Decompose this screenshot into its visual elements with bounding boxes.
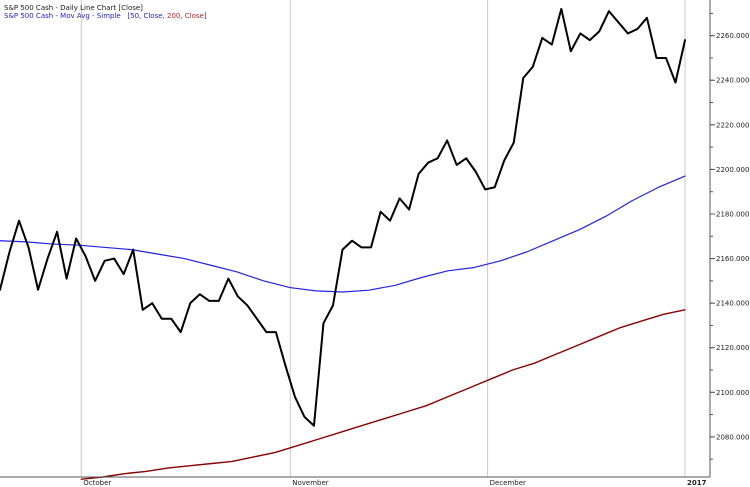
x-tick-label-december: December xyxy=(490,479,526,487)
y-tick-label: 2160.000 xyxy=(716,255,749,263)
y-tick-label: 2120.000 xyxy=(716,344,749,352)
ma50-series xyxy=(0,175,686,293)
ma200-series xyxy=(80,309,686,480)
legend-moving-average: S&P 500 Cash - Mov Avg - Simple [50, Clo… xyxy=(4,12,207,21)
x-axis-ticks: October November December 2017 xyxy=(83,479,706,487)
ma200-line xyxy=(80,309,686,480)
x-tick-label-november: November xyxy=(292,479,329,487)
y-tick-label: 2260.000 xyxy=(716,32,749,40)
plot-area-background xyxy=(0,0,710,477)
legend-ma-params-open: [50, Close, xyxy=(127,12,167,20)
grid-layer xyxy=(80,0,686,477)
y-tick-label: 2140.000 xyxy=(716,300,749,308)
ma50-line xyxy=(0,175,686,293)
y-tick-label: 2100.000 xyxy=(716,389,749,397)
x-tick-label-2017: 2017 xyxy=(687,479,707,487)
legend-price-label: S&P 500 Cash - Daily Line Chart [Close] xyxy=(4,4,143,12)
y-tick-label: 2240.000 xyxy=(716,77,749,85)
price-line xyxy=(0,7,686,427)
y-tick-label: 2200.000 xyxy=(716,166,749,174)
legend-ma-params-200: 200, Close xyxy=(167,12,204,20)
legend-price: S&P 500 Cash - Daily Line Chart [Close] xyxy=(4,4,143,13)
y-tick-label: 2080.000 xyxy=(716,433,749,441)
y-tick-label: 2220.000 xyxy=(716,121,749,129)
y-axis-ticks: 2080.000 2100.000 2120.000 2140.000 2160.000… xyxy=(710,32,749,441)
y-tick-label: 2180.000 xyxy=(716,210,749,218)
legend-ma-params-close: ] xyxy=(203,12,207,20)
legend-ma-label: S&P 500 Cash - Mov Avg - Simple xyxy=(4,12,121,20)
price-series xyxy=(0,7,686,427)
x-tick-label-october: October xyxy=(83,479,111,487)
